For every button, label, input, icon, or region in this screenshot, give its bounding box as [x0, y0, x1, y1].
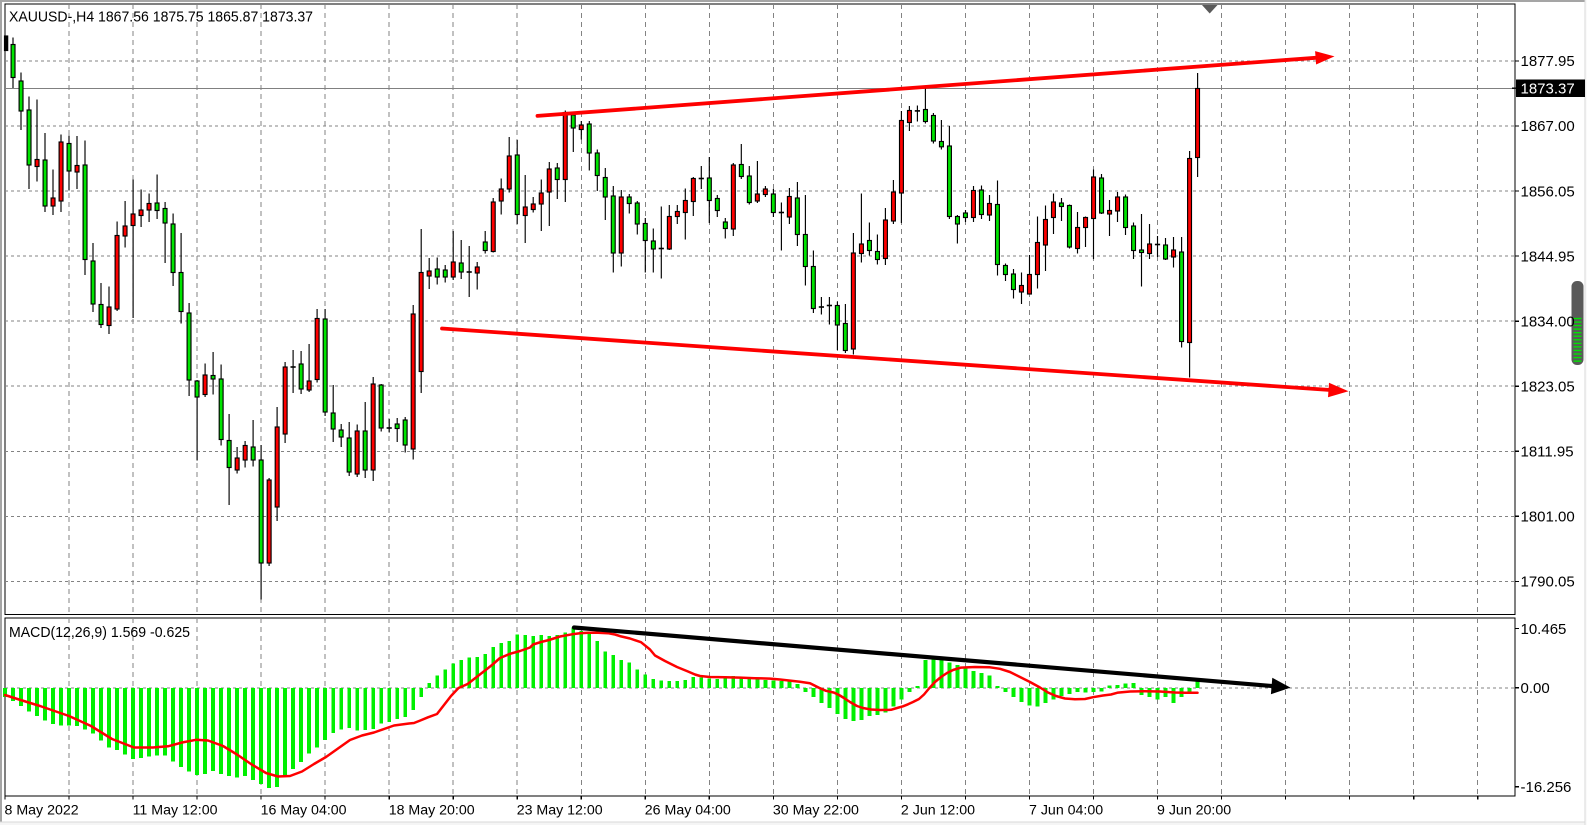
svg-text:26 May 04:00: 26 May 04:00	[645, 803, 731, 819]
svg-text:1856.05: 1856.05	[1521, 183, 1575, 200]
svg-text:18 May 20:00: 18 May 20:00	[389, 803, 475, 819]
svg-text:1834.00: 1834.00	[1521, 313, 1575, 330]
svg-text:1873.37: 1873.37	[1521, 80, 1575, 97]
svg-text:8 May 2022: 8 May 2022	[5, 803, 79, 819]
svg-text:11 May 12:00: 11 May 12:00	[133, 803, 218, 819]
svg-text:23 May 12:00: 23 May 12:00	[517, 803, 603, 819]
svg-text:XAUUSD-,H4 1867.56 1875.75 18: XAUUSD-,H4 1867.56 1875.75 1865.87 1873.…	[9, 9, 313, 25]
svg-text:-16.256: -16.256	[1521, 779, 1572, 796]
svg-text:30 May 22:00: 30 May 22:00	[773, 803, 859, 819]
svg-text:2 Jun 12:00: 2 Jun 12:00	[901, 803, 975, 819]
svg-text:1811.95: 1811.95	[1521, 444, 1574, 461]
svg-text:1867.00: 1867.00	[1521, 118, 1575, 135]
svg-text:1844.95: 1844.95	[1521, 248, 1575, 265]
svg-text:9 Jun 20:00: 9 Jun 20:00	[1157, 803, 1231, 819]
svg-text:0.00: 0.00	[1521, 680, 1550, 697]
svg-text:10.465: 10.465	[1521, 621, 1567, 638]
svg-text:MACD(12,26,9) 1.569 -0.625: MACD(12,26,9) 1.569 -0.625	[9, 625, 190, 641]
svg-text:16 May 04:00: 16 May 04:00	[261, 803, 347, 819]
svg-text:1823.05: 1823.05	[1521, 378, 1575, 395]
svg-text:1801.00: 1801.00	[1521, 509, 1575, 526]
svg-text:1877.95: 1877.95	[1521, 53, 1575, 70]
svg-text:7 Jun 04:00: 7 Jun 04:00	[1029, 803, 1103, 819]
svg-text:1790.05: 1790.05	[1521, 574, 1575, 591]
